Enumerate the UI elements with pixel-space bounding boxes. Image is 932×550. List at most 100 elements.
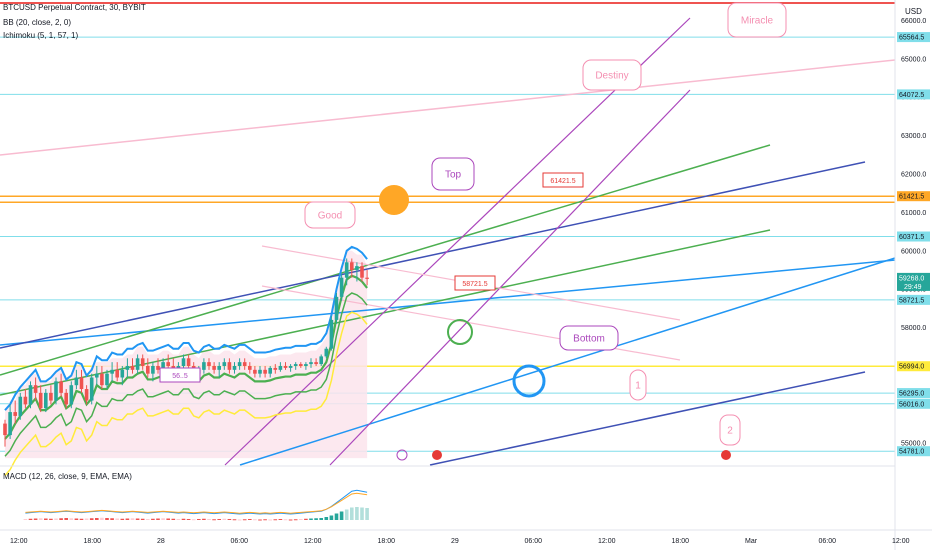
macd-histogram-bar	[59, 518, 63, 520]
price-level-tag-label: 61421.5	[899, 194, 924, 201]
candle-body	[202, 362, 206, 370]
candle-body	[13, 412, 17, 416]
candle-body	[283, 365, 288, 368]
macd-histogram-bar	[79, 518, 84, 520]
candle-body	[273, 367, 278, 370]
bb-indicator-label[interactable]: BB (20, close, 2, 0)	[3, 18, 72, 27]
macd-histogram-bar	[288, 519, 293, 521]
macd-histogram-bar	[329, 515, 334, 520]
macd-histogram-bar	[110, 518, 114, 520]
candle-body	[59, 381, 63, 393]
macd-histogram-bar	[161, 518, 165, 520]
macd-histogram-bar	[95, 518, 99, 520]
signal-line	[25, 492, 368, 514]
price-tag-a-text: 61421.5	[550, 178, 575, 185]
candle-body	[263, 369, 267, 374]
time-tick-label: 06:00	[525, 538, 543, 545]
macd-histogram-bar	[253, 519, 257, 521]
bb-upper-line	[4, 245, 368, 411]
candle-body	[242, 362, 247, 366]
candle-body	[324, 348, 329, 357]
macd-histogram-bar	[237, 519, 242, 521]
price-tag-c-text: 56..5	[172, 373, 188, 380]
macd-histogram-bar	[293, 519, 298, 521]
trendline	[239, 257, 896, 466]
price-level-tag-label: 54781.0	[899, 449, 924, 456]
good-note-bubble	[304, 201, 356, 229]
candle-body	[146, 365, 150, 374]
ichimoku-indicator-label[interactable]: Ichimoku (5, 1, 57, 1)	[3, 31, 79, 40]
candle-body	[151, 365, 155, 374]
bottom-note-bubble	[559, 325, 619, 351]
candle-body	[89, 377, 94, 401]
candle-body	[186, 358, 191, 366]
candle-body	[23, 396, 28, 405]
price-tick-label: 58000.0	[901, 325, 926, 332]
candle-body	[115, 369, 119, 378]
macd-histogram-bar	[339, 511, 344, 520]
candle-body	[44, 392, 48, 409]
candle-body	[248, 365, 252, 370]
time-tick-label: Mar	[745, 538, 758, 545]
time-tick-label: 12:00	[598, 538, 616, 545]
price-level-tag	[897, 361, 930, 372]
two-note-text: 2	[727, 426, 733, 437]
macd-histogram-bar	[146, 519, 150, 520]
candle-body	[360, 266, 364, 278]
two-note-bubble	[719, 414, 741, 446]
candle-body	[237, 362, 242, 366]
time-tick-label: 12:00	[10, 538, 28, 545]
macd-histogram-bar	[263, 519, 267, 521]
macd-indicator-label[interactable]: MACD (12, 26, close, 9, EMA, EMA)	[3, 472, 132, 481]
candle-body	[28, 385, 33, 405]
macd-histogram-bar	[115, 518, 119, 520]
candle-body	[120, 369, 125, 378]
price-level-tag	[897, 294, 930, 305]
price-tag-b-text: 58721.5	[462, 281, 487, 288]
macd-histogram-bar	[248, 519, 252, 520]
macd-histogram-bar	[38, 518, 43, 520]
price-level-tag-label: 60371.5	[899, 234, 924, 241]
candle-body	[69, 385, 74, 405]
time-tick-label: 28	[157, 538, 165, 545]
candle-body	[288, 365, 293, 368]
price-tick-label: 65000.0	[901, 56, 926, 63]
macd-histogram-bar	[120, 518, 125, 520]
time-tick-label: 12:00	[304, 538, 322, 545]
candle-body	[258, 369, 262, 374]
candle-body	[319, 356, 323, 365]
happy-face-icon	[379, 185, 409, 215]
price-tick-label: 61000.0	[901, 210, 926, 217]
countdown-label: 29:49	[904, 284, 922, 291]
dizzy-face-icon	[512, 364, 546, 398]
candle-body	[38, 392, 43, 409]
macd-histogram-bar	[166, 518, 170, 520]
macd-histogram-bar	[28, 518, 33, 520]
good-note-text: Good	[318, 211, 342, 222]
candle-body	[105, 373, 109, 386]
trendline	[429, 371, 866, 466]
macd-histogram-bar	[171, 518, 176, 520]
current-price-tag	[897, 272, 930, 291]
bb-lower-line	[4, 292, 368, 457]
macd-histogram-bar	[84, 518, 89, 520]
macd-histogram-bar	[176, 519, 181, 520]
time-tick-label: 18:00	[672, 538, 690, 545]
macd-histogram-bar	[89, 518, 94, 520]
candle-body	[161, 362, 165, 370]
macd-histogram-bar	[207, 519, 211, 520]
candle-body	[79, 377, 84, 390]
macd-histogram-bar	[365, 508, 369, 520]
price-level-tag-label: 56295.0	[899, 391, 924, 398]
event-icon	[396, 449, 408, 461]
macd-histogram-bar	[130, 518, 135, 520]
price-level-tag	[897, 32, 930, 43]
candle-body	[156, 365, 160, 370]
candle-body	[344, 262, 349, 278]
trendline	[0, 59, 896, 156]
macd-histogram-bar	[324, 517, 329, 520]
candle-body	[135, 358, 140, 370]
macd-histogram-bar	[23, 519, 28, 520]
candle-body	[334, 296, 339, 320]
